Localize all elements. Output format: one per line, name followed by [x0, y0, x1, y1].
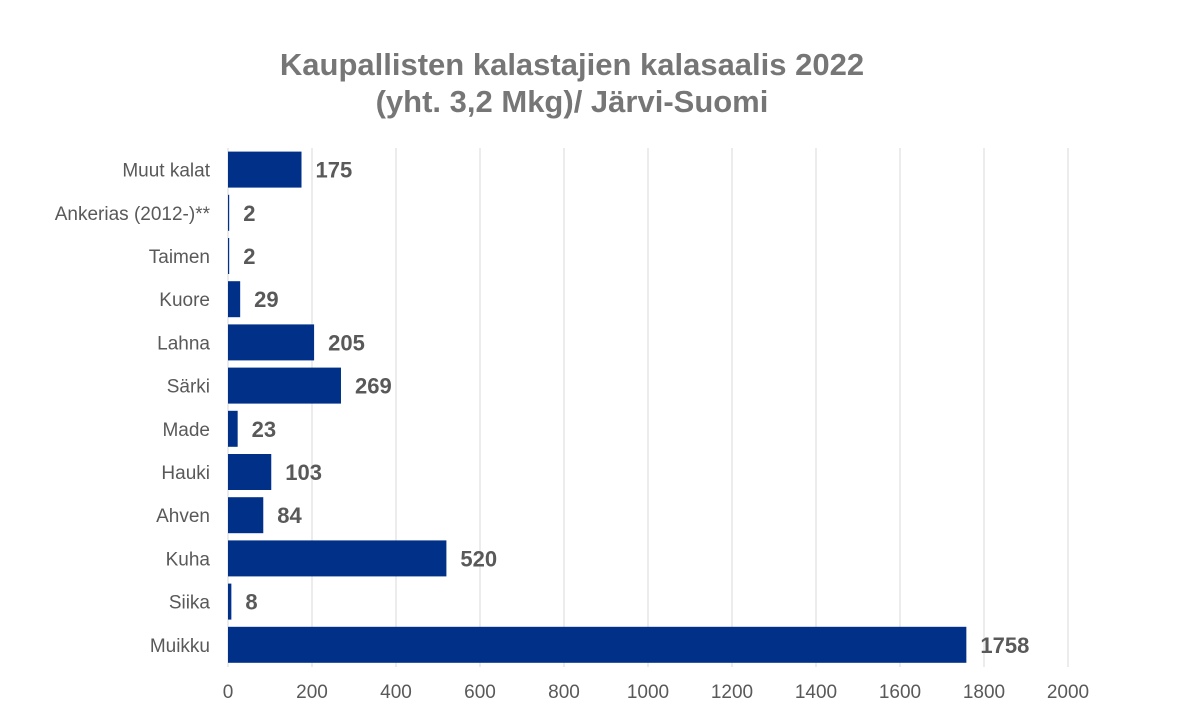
data-label-3: 29 — [254, 287, 278, 312]
category-label-0: Muut kalat — [122, 161, 210, 182]
data-label-5: 269 — [355, 374, 392, 399]
data-label-6: 23 — [252, 417, 276, 442]
x-tick-label-1400: 1400 — [795, 682, 837, 703]
x-tick-label-1200: 1200 — [711, 682, 753, 703]
category-label-4: Lahna — [157, 333, 210, 354]
bars — [228, 151, 967, 663]
data-label-8: 84 — [277, 503, 302, 528]
bar-kuore — [228, 281, 241, 318]
bar-lahna — [228, 324, 315, 361]
bar-kuha — [228, 540, 447, 577]
x-tick-label-200: 200 — [296, 682, 328, 703]
x-tick-label-400: 400 — [380, 682, 412, 703]
category-label-6: Made — [162, 420, 210, 441]
data-label-1: 2 — [243, 201, 255, 226]
data-label-11: 1758 — [980, 633, 1029, 658]
category-label-9: Kuha — [166, 549, 211, 570]
category-label-1: Ankerias (2012-)** — [55, 204, 211, 225]
x-tick-label-2000: 2000 — [1047, 682, 1089, 703]
data-label-4: 205 — [328, 330, 365, 355]
bar-muut-kalat — [228, 151, 302, 188]
data-label-2: 2 — [243, 244, 255, 269]
x-tick-label-800: 800 — [548, 682, 580, 703]
category-label-11: Muikku — [150, 636, 210, 657]
category-label-3: Kuore — [159, 290, 210, 311]
chart-title-line-1: Kaupallisten kalastajien kalasaalis 2022 — [279, 47, 865, 82]
x-tick-label-1800: 1800 — [963, 682, 1005, 703]
x-tick-label-1600: 1600 — [879, 682, 921, 703]
data-label-7: 103 — [285, 460, 322, 485]
bar-siika — [228, 583, 232, 620]
data-label-9: 520 — [460, 546, 497, 571]
data-label-0: 175 — [316, 158, 353, 183]
x-tick-label-1000: 1000 — [627, 682, 669, 703]
grid-lines — [227, 148, 1069, 667]
x-tick-label-0: 0 — [223, 682, 234, 703]
category-label-10: Siika — [169, 593, 211, 614]
x-tick-label-600: 600 — [464, 682, 496, 703]
bar-muikku — [228, 626, 967, 663]
category-label-7: Hauki — [161, 463, 210, 484]
category-label-8: Ahven — [156, 506, 210, 527]
chart-title: Kaupallisten kalastajien kalasaalis 2022… — [0, 46, 1144, 120]
bar-made — [228, 410, 238, 447]
labels: 0 200 400 600 800 1000 1200 1400 1600 1800 2000 Muu… — [55, 158, 1089, 703]
chart-title-line-2: (yht. 3,2 Mkg)/ Järvi-Suomi — [375, 84, 769, 119]
bar-hauki — [228, 454, 272, 490]
bar-särki — [228, 367, 341, 404]
data-label-10: 8 — [245, 590, 257, 615]
bar-ankerias-2012 — [228, 194, 230, 231]
bar-taimen — [228, 238, 230, 274]
category-label-5: Särki — [167, 377, 210, 398]
bar-ahven — [228, 497, 264, 534]
category-label-2: Taimen — [149, 247, 210, 268]
